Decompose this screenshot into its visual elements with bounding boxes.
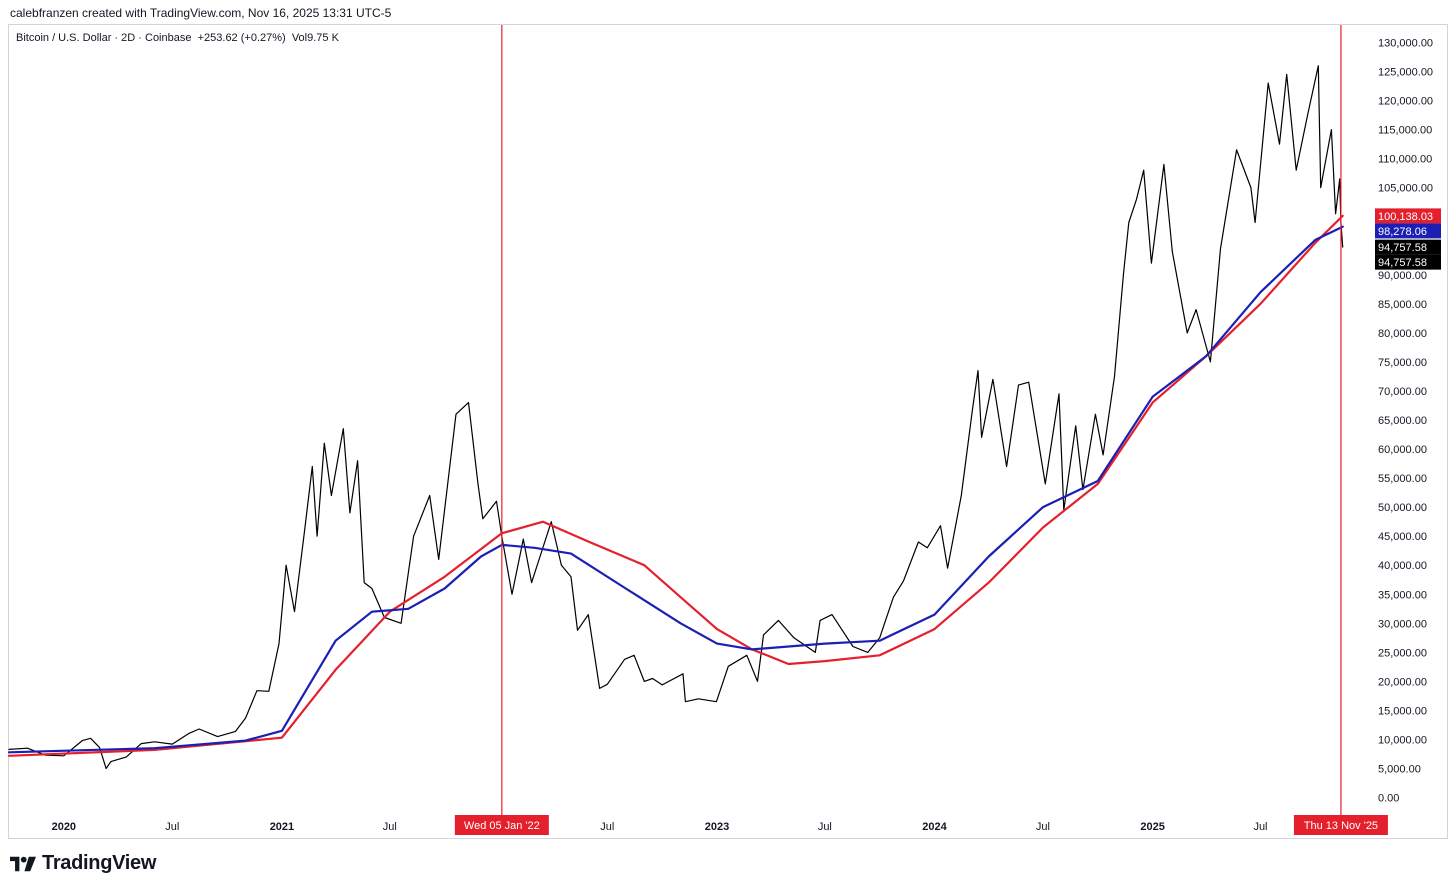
price-tag [1375, 254, 1441, 270]
y-tick-label: 5,000.00 [1378, 764, 1421, 776]
x-tick-label: 2020 [52, 821, 76, 833]
price-tag [1375, 239, 1441, 255]
chart-frame [8, 24, 1448, 839]
price-tag-label: 100,138.03 [1378, 211, 1433, 223]
price-tag-label: 98,278.06 [1378, 226, 1427, 238]
price-tag [1375, 223, 1441, 239]
x-tick-label: Jul [1036, 821, 1050, 833]
x-tick-label: 2023 [705, 821, 729, 833]
y-tick-label: 60,000.00 [1378, 444, 1427, 456]
date-marker-label: Wed 05 Jan '22 [464, 820, 540, 832]
x-tick-label: Jul [1253, 821, 1267, 833]
x-tick-label: 2025 [1140, 821, 1164, 833]
y-tick-label: 40,000.00 [1378, 560, 1427, 572]
date-marker-tag [454, 815, 549, 835]
moving-average-red-line[interactable] [7, 214, 1344, 757]
y-tick-label: 85,000.00 [1378, 299, 1427, 311]
y-tick-label: 80,000.00 [1378, 328, 1427, 340]
legend-sep-2: · [135, 32, 145, 44]
legend-sep-1: · [111, 32, 122, 44]
y-tick-label: 105,000.00 [1378, 183, 1433, 195]
y-tick-label: 0.00 [1378, 793, 1399, 805]
y-tick-label: 30,000.00 [1378, 618, 1427, 630]
y-tick-label: 25,000.00 [1378, 647, 1427, 659]
y-tick-label: 130,000.00 [1378, 37, 1433, 49]
chart-credit: calebfranzen created with TradingView.co… [10, 6, 392, 20]
legend-symbol: Bitcoin / U.S. Dollar [16, 32, 112, 44]
x-tick-label: 2021 [270, 821, 294, 833]
price-line[interactable] [8, 65, 1344, 770]
legend-change: +253.62 (+0.27%) [197, 32, 286, 44]
y-tick-label: 115,000.00 [1378, 125, 1432, 137]
y-tick-label: 15,000.00 [1378, 705, 1427, 717]
y-tick-label: 20,000.00 [1378, 676, 1427, 688]
x-tick-label: Jul [165, 821, 179, 833]
moving-average-blue-line[interactable] [7, 225, 1344, 754]
y-tick-label: 55,000.00 [1378, 473, 1427, 485]
price-tag-label: 94,757.58 [1378, 242, 1427, 254]
x-tick-label: Jul [818, 821, 832, 833]
symbol-legend[interactable]: Bitcoin / U.S. Dollar · 2D · Coinbase +2… [16, 32, 339, 44]
y-tick-label: 90,000.00 [1378, 270, 1427, 282]
x-tick-label: Jul [383, 821, 397, 833]
x-tick-label: Jul [600, 821, 614, 833]
legend-volume: Vol9.75 K [291, 32, 339, 44]
x-tick-label: 2024 [922, 821, 947, 833]
price-tag-label: 94,757.58 [1378, 257, 1427, 269]
y-tick-label: 110,000.00 [1378, 154, 1432, 166]
date-marker-label: Thu 13 Nov '25 [1304, 820, 1378, 832]
y-tick-label: 75,000.00 [1378, 357, 1427, 369]
y-tick-label: 70,000.00 [1378, 386, 1427, 398]
legend-interval: 2D [121, 32, 136, 44]
y-tick-label: 50,000.00 [1378, 502, 1427, 514]
tradingview-logo-text: TradingView [42, 852, 157, 874]
y-tick-label: 45,000.00 [1378, 531, 1427, 543]
tradingview-logo[interactable]: TradingView [10, 852, 156, 875]
y-tick-label: 10,000.00 [1378, 734, 1427, 746]
legend-exchange: Coinbase [145, 32, 192, 44]
price-tag [1375, 208, 1441, 224]
y-tick-label: 35,000.00 [1378, 589, 1427, 601]
y-tick-label: 125,000.00 [1378, 66, 1433, 78]
tradingview-logo-icon [10, 856, 36, 871]
date-marker-tag [1293, 815, 1388, 835]
y-tick-label: 120,000.00 [1378, 96, 1433, 108]
y-tick-label: 65,000.00 [1378, 415, 1427, 427]
